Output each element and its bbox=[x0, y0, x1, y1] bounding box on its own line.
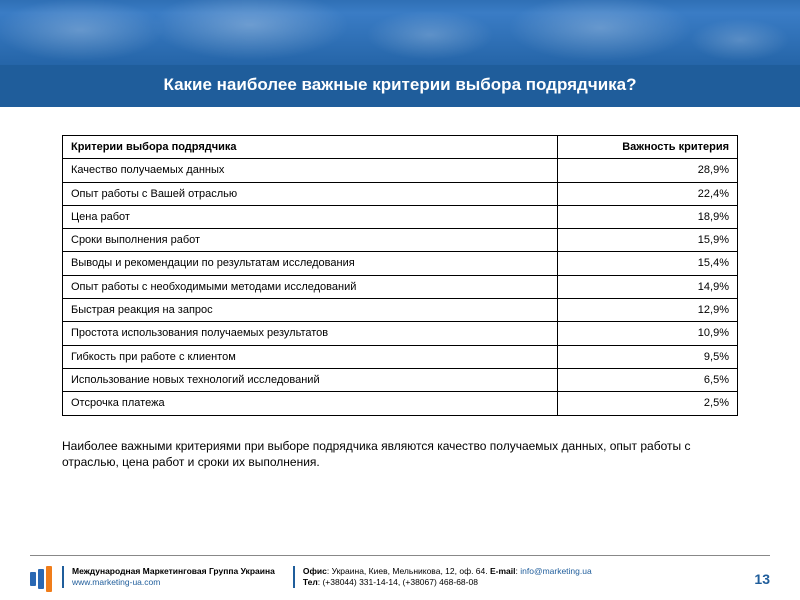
table-row: Сроки выполнения работ15,9% bbox=[63, 229, 738, 252]
col-header-importance: Важность критерия bbox=[558, 136, 738, 159]
criteria-cell: Качество получаемых данных bbox=[63, 159, 558, 182]
criteria-cell: Опыт работы с Вашей отраслью bbox=[63, 182, 558, 205]
table-row: Опыт работы с Вашей отраслью22,4% bbox=[63, 182, 738, 205]
criteria-cell: Использование новых технологий исследова… bbox=[63, 368, 558, 391]
email-label: E-mail bbox=[490, 566, 516, 576]
footer-divider bbox=[30, 555, 770, 556]
email-link[interactable]: info@marketing.ua bbox=[520, 566, 591, 576]
banner-image bbox=[0, 0, 800, 65]
page-title: Какие наиболее важные критерии выбора по… bbox=[0, 65, 800, 107]
table-row: Использование новых технологий исследова… bbox=[63, 368, 738, 391]
table-row: Простота использования получаемых резуль… bbox=[63, 322, 738, 345]
table-row: Отсрочка платежа2,5% bbox=[63, 392, 738, 415]
table-row: Качество получаемых данных28,9% bbox=[63, 159, 738, 182]
table-row: Быстрая реакция на запрос12,9% bbox=[63, 299, 738, 322]
value-cell: 15,9% bbox=[558, 229, 738, 252]
value-cell: 12,9% bbox=[558, 299, 738, 322]
value-cell: 10,9% bbox=[558, 322, 738, 345]
value-cell: 6,5% bbox=[558, 368, 738, 391]
value-cell: 14,9% bbox=[558, 275, 738, 298]
criteria-cell: Гибкость при работе с клиентом bbox=[63, 345, 558, 368]
office-text: : Украина, Киев, Мельникова, 12, оф. 64. bbox=[327, 566, 490, 576]
footer: Международная Маркетинговая Группа Украи… bbox=[0, 566, 800, 592]
criteria-cell: Опыт работы с необходимыми методами иссл… bbox=[63, 275, 558, 298]
table-row: Гибкость при работе с клиентом9,5% bbox=[63, 345, 738, 368]
table-row: Опыт работы с необходимыми методами иссл… bbox=[63, 275, 738, 298]
office-label: Офис bbox=[303, 566, 327, 576]
value-cell: 18,9% bbox=[558, 205, 738, 228]
value-cell: 9,5% bbox=[558, 345, 738, 368]
tel-text: : (+38044) 331-14-14, (+38067) 468-68-08 bbox=[318, 577, 478, 587]
logo-icon bbox=[30, 566, 52, 592]
value-cell: 22,4% bbox=[558, 182, 738, 205]
content-area: Критерии выбора подрядчика Важность крит… bbox=[0, 107, 800, 470]
company-website[interactable]: www.marketing-ua.com bbox=[72, 577, 160, 587]
col-header-criteria: Критерии выбора подрядчика bbox=[63, 136, 558, 159]
table-row: Цена работ18,9% bbox=[63, 205, 738, 228]
value-cell: 28,9% bbox=[558, 159, 738, 182]
table-header-row: Критерии выбора подрядчика Важность крит… bbox=[63, 136, 738, 159]
criteria-cell: Цена работ bbox=[63, 205, 558, 228]
value-cell: 15,4% bbox=[558, 252, 738, 275]
value-cell: 2,5% bbox=[558, 392, 738, 415]
table-row: Выводы и рекомендации по результатам исс… bbox=[63, 252, 738, 275]
criteria-cell: Отсрочка платежа bbox=[63, 392, 558, 415]
tel-label: Тел bbox=[303, 577, 318, 587]
criteria-cell: Выводы и рекомендации по результатам исс… bbox=[63, 252, 558, 275]
footer-company: Международная Маркетинговая Группа Украи… bbox=[62, 566, 275, 588]
page-number: 13 bbox=[754, 571, 770, 587]
summary-text: Наиболее важными критериями при выборе п… bbox=[62, 438, 738, 470]
criteria-cell: Простота использования получаемых резуль… bbox=[63, 322, 558, 345]
page-title-text: Какие наиболее важные критерии выбора по… bbox=[163, 75, 636, 94]
footer-contact: Офис: Украина, Киев, Мельникова, 12, оф.… bbox=[293, 566, 592, 588]
criteria-cell: Быстрая реакция на запрос bbox=[63, 299, 558, 322]
company-name: Международная Маркетинговая Группа Украи… bbox=[72, 566, 275, 576]
criteria-table: Критерии выбора подрядчика Важность крит… bbox=[62, 135, 738, 416]
criteria-cell: Сроки выполнения работ bbox=[63, 229, 558, 252]
